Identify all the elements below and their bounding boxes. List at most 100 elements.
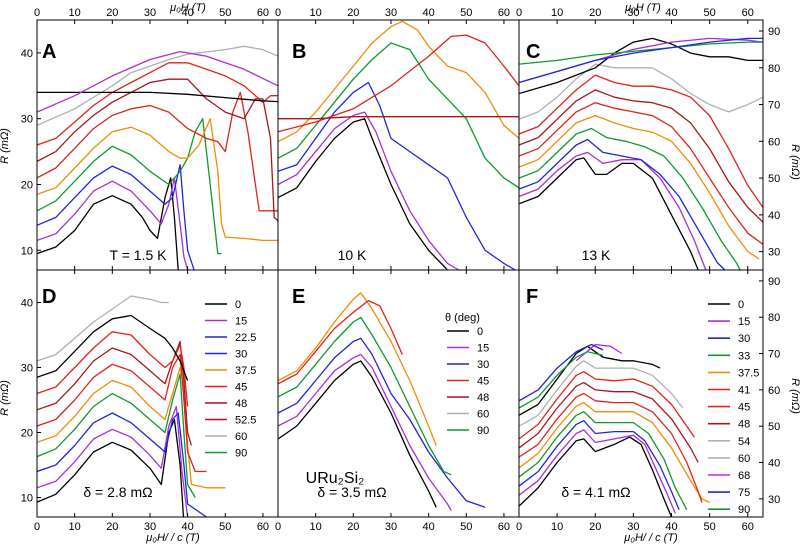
series-line-0	[37, 418, 185, 517]
series-line-78	[519, 63, 763, 120]
series-line-33	[519, 411, 688, 511]
series-line-54	[519, 360, 684, 427]
legend-entry: 68	[738, 470, 750, 482]
legend-entry: 48	[738, 419, 750, 431]
series-line-90	[278, 116, 519, 120]
panel-frame	[518, 269, 764, 518]
legend-entry: 0	[738, 299, 744, 311]
x-tick-label: 0	[516, 521, 522, 533]
y-tick-label-right: 60	[768, 136, 780, 148]
top-tick-label: 0	[34, 7, 40, 19]
top-tick-label: 10	[310, 7, 322, 19]
legend-entry: 30	[738, 333, 750, 345]
series-line-45	[37, 353, 207, 473]
legend-entry: 15	[235, 316, 247, 328]
right-axis-label-bottom: R (mΩ)	[789, 378, 801, 414]
x-tick-label: 10	[69, 521, 81, 533]
legend-entry: 45	[738, 402, 750, 414]
series-line-60	[278, 20, 519, 143]
panel-letter: D	[42, 286, 56, 308]
series-line-45	[519, 127, 741, 270]
panel-letter: C	[526, 41, 540, 63]
series-line-0	[37, 177, 179, 270]
x-tick-label: 0	[34, 521, 40, 533]
top-tick-label: 50	[704, 7, 716, 19]
series-line-30	[278, 337, 486, 508]
y-tick-label-right: 50	[768, 173, 780, 185]
x-tick-label: 30	[144, 521, 156, 533]
series-line-90	[37, 314, 189, 381]
panel-a: 0 10 20 30 40 50 60 10 20 30 40 A T = 1.5 K	[21, 7, 279, 271]
panel-b: 0 10 20 30 40 50 60 B 10 K	[275, 7, 520, 271]
series-line-90	[519, 351, 604, 409]
series-line-15-high	[37, 50, 278, 113]
legend-entry: 54	[738, 436, 750, 448]
top-tick-label: 30	[144, 7, 156, 19]
series-line-30	[37, 373, 196, 498]
legend-entry: 48	[477, 392, 489, 404]
series-line-15	[519, 151, 707, 270]
panels-layer: 0 10 20 30 40 50 60 10 20 30 40 A T = 1.5 K 0 10 20 30 40…	[21, 7, 781, 533]
x-tick-label: 30	[627, 521, 639, 533]
panel-letter: E	[292, 286, 305, 308]
left-axis-label-bottom: R (mΩ)	[0, 380, 11, 416]
y-tick-label: 10	[21, 493, 33, 505]
x-tick-label: 40	[182, 521, 194, 533]
series-line-60	[37, 295, 169, 362]
y-tick-label: 10	[21, 245, 33, 257]
panel-d: 0 10 20 30 40 50 60 10 20 30 40 Dδ = 2.8 mΩ 0 15 22.5 3…	[21, 269, 279, 533]
series-line-72	[519, 74, 763, 208]
top-tick-label: 30	[385, 7, 397, 19]
x-tick-label: 20	[589, 521, 601, 533]
series-line-89	[519, 37, 763, 84]
top-axis-label-right: μ₀H (T)	[624, 2, 661, 14]
legend-entry: 33	[738, 350, 750, 362]
x-tick-label: 60	[742, 521, 754, 533]
top-tick-label: 50	[219, 7, 231, 19]
series-line-48	[519, 371, 695, 440]
x-tick-label: 10	[551, 521, 563, 533]
series-line-0	[519, 157, 699, 270]
top-tick-label: 20	[106, 7, 118, 19]
right-axis-label-top: R (mΩ)	[789, 144, 801, 180]
legend-entry: 60	[738, 453, 750, 465]
series-line-45	[519, 381, 699, 463]
panel-letter: B	[292, 41, 306, 63]
material-label: URu₂Si₂	[306, 470, 365, 487]
series-line-15	[37, 177, 189, 270]
legend-entry: 41	[738, 385, 750, 397]
legend-entry: 0	[477, 326, 483, 338]
x-tick-label: 60	[498, 521, 510, 533]
series-line-0	[519, 436, 673, 517]
panel-letter: F	[526, 286, 538, 308]
series-line-52.5	[37, 331, 189, 407]
y-tick-label: 40	[21, 48, 33, 60]
legend-entry: 45	[477, 376, 489, 388]
series-line-60	[519, 345, 661, 416]
y-tick-label: 30	[21, 114, 33, 126]
x-tick-label: 40	[665, 521, 677, 533]
y-tick-label-right: 80	[768, 63, 780, 75]
series-line-30	[519, 420, 680, 510]
top-tick-label: 10	[69, 7, 81, 19]
series-line-60	[519, 102, 763, 245]
top-tick-label: 60	[742, 7, 754, 19]
panel-letter: A	[42, 41, 56, 63]
series-line-54	[519, 114, 760, 260]
top-tick-label: 30	[627, 7, 639, 19]
series-line-15	[37, 405, 189, 517]
series-line-37.5	[37, 366, 226, 489]
legend-entry: 75	[738, 487, 750, 499]
bottom-axis-label: μ₀H/ / c (T)	[145, 532, 200, 544]
y-tick-label-right: 30	[768, 247, 780, 259]
series-line-15	[278, 111, 460, 270]
y-tick-label-right: 40	[768, 458, 780, 470]
x-tick-label: 20	[106, 521, 118, 533]
top-tick-label: 60	[498, 7, 510, 19]
series-line-68	[519, 89, 763, 223]
top-axis-label: μ₀H (T)	[169, 2, 206, 14]
series-line-15	[519, 429, 676, 514]
panel-frame	[277, 19, 520, 271]
series-line-15	[278, 353, 452, 511]
